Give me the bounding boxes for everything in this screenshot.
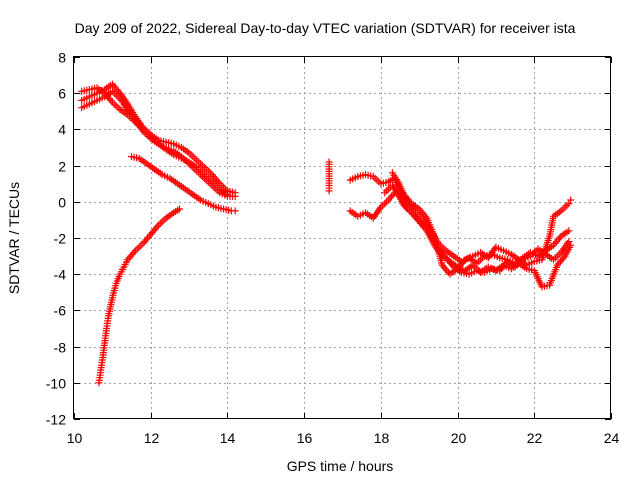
y-tick-label: -2 <box>54 231 67 247</box>
x-tick-label: 14 <box>220 430 236 446</box>
data-point <box>551 239 559 247</box>
data-point <box>418 209 426 217</box>
x-tick-label: 20 <box>451 430 467 446</box>
y-axis-label: SDTVAR / TECUs <box>6 182 22 294</box>
data-point <box>128 250 136 258</box>
x-axis-label: GPS time / hours <box>287 458 394 474</box>
series-track-g <box>346 171 573 267</box>
x-tick-label: 16 <box>297 430 313 446</box>
y-tick-label: 4 <box>58 122 66 138</box>
data-point <box>567 196 575 204</box>
data-point <box>142 236 150 244</box>
series-track-e <box>95 205 183 387</box>
x-tick-label: 24 <box>604 430 620 446</box>
data-point <box>176 205 183 213</box>
y-tick-label: 6 <box>58 86 66 102</box>
data-point <box>565 238 573 246</box>
series-track-d <box>128 153 239 215</box>
series-track-c <box>78 84 231 199</box>
y-tick-label: 0 <box>58 195 66 211</box>
grid-lines <box>74 57 611 419</box>
x-tick-label: 22 <box>527 430 543 446</box>
y-tick-label: -6 <box>54 303 67 319</box>
x-tick-label: 12 <box>144 430 160 446</box>
data-points <box>78 80 575 387</box>
data-point <box>565 200 573 208</box>
y-tick-label: 8 <box>58 50 66 66</box>
data-point <box>147 230 155 238</box>
data-point <box>231 207 239 215</box>
y-tick-label: -12 <box>46 412 66 428</box>
y-tick-label: 2 <box>58 159 66 175</box>
plot-frame <box>73 56 611 419</box>
data-point <box>556 234 564 242</box>
data-point <box>325 187 333 195</box>
y-tick-label: -8 <box>54 340 67 356</box>
data-point <box>388 192 396 200</box>
data-point <box>231 192 239 200</box>
data-point <box>223 191 231 199</box>
data-point <box>441 265 449 273</box>
x-tick-label: 18 <box>374 430 390 446</box>
x-tick-label: 10 <box>67 430 83 446</box>
y-tick-label: -10 <box>46 376 66 392</box>
series-track-j <box>381 182 573 278</box>
y-tick-label: -4 <box>54 267 67 283</box>
series-track-f <box>325 158 333 195</box>
chart-title: Day 209 of 2022, Sidereal Day-to-day VTE… <box>75 20 576 36</box>
data-point <box>565 227 573 235</box>
